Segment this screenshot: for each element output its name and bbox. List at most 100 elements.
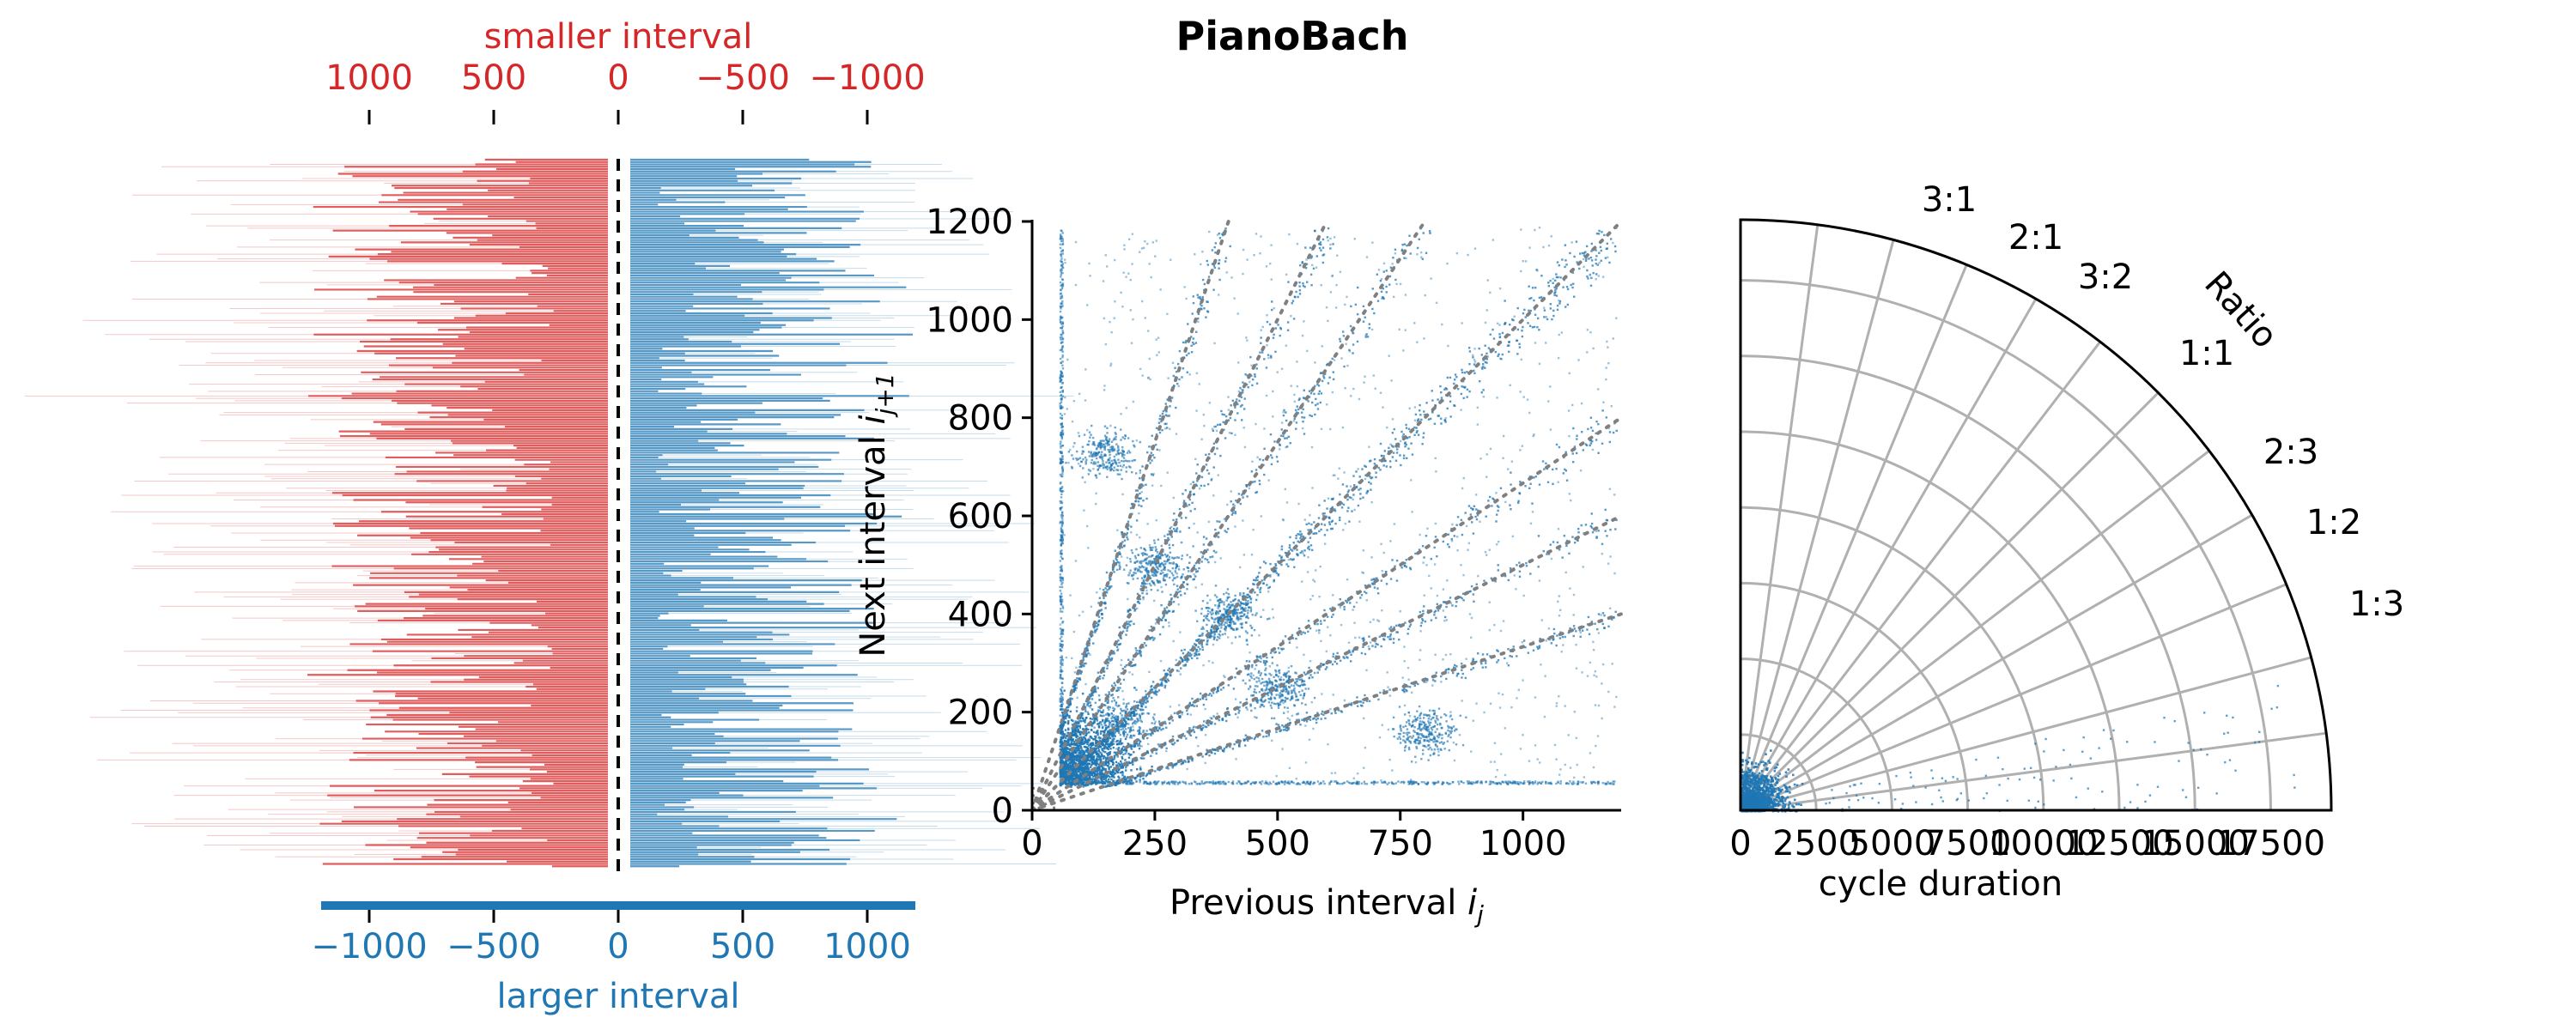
map-point	[1097, 620, 1100, 623]
map-point	[1117, 775, 1120, 779]
map-point	[1549, 307, 1552, 310]
map-point	[1364, 316, 1366, 319]
map-point	[1565, 286, 1569, 288]
map-point	[1097, 744, 1101, 748]
map-point	[1307, 547, 1309, 549]
map-point	[1109, 579, 1111, 582]
map-point	[1196, 639, 1199, 643]
map-point	[1223, 414, 1225, 416]
map-point	[1104, 694, 1108, 696]
map-point	[1373, 583, 1376, 585]
map-point	[1121, 774, 1124, 777]
map-point	[1194, 561, 1198, 565]
map-point	[1173, 712, 1176, 715]
map-point	[1088, 644, 1091, 647]
map-point	[1546, 481, 1550, 483]
map-point	[1254, 480, 1256, 483]
map-point	[1085, 731, 1089, 734]
map-point	[1115, 779, 1118, 783]
map-point	[1382, 455, 1385, 457]
map-point	[1477, 509, 1479, 512]
map-point	[1297, 295, 1299, 299]
map-point	[1189, 649, 1192, 651]
map-point	[1540, 275, 1543, 277]
map-point	[1082, 754, 1084, 756]
map-point	[1558, 445, 1561, 449]
map-point	[1551, 468, 1554, 471]
map-point	[1346, 491, 1350, 494]
map-point	[1130, 620, 1133, 623]
map-point	[1113, 732, 1115, 735]
map-point	[1062, 748, 1065, 752]
map-point	[1236, 412, 1239, 415]
map-point	[1072, 766, 1075, 769]
map-point	[1316, 408, 1320, 410]
map-point	[1121, 541, 1124, 543]
map-point	[1200, 644, 1203, 646]
map-point	[1226, 624, 1230, 627]
map-point	[1099, 751, 1102, 754]
map-point	[1312, 532, 1315, 536]
map-point	[1095, 753, 1098, 756]
map-point	[1342, 335, 1346, 337]
top-tick-label: 1000	[325, 58, 413, 98]
map-point	[1359, 493, 1362, 495]
map-point	[1127, 658, 1130, 661]
map-point	[1213, 452, 1217, 456]
map-point	[1098, 675, 1102, 678]
map-point	[1179, 667, 1182, 670]
map-point	[1481, 367, 1484, 370]
map-point	[1201, 632, 1204, 635]
map-point	[1368, 327, 1370, 330]
map-point	[1081, 728, 1084, 730]
map-point	[1144, 699, 1146, 702]
map-point	[1211, 249, 1214, 251]
map-point	[1358, 488, 1360, 491]
map-point	[1075, 758, 1078, 761]
map-point	[1157, 622, 1160, 625]
map-point	[1167, 536, 1170, 540]
map-point	[1271, 656, 1274, 659]
map-point	[1595, 232, 1599, 235]
map-point	[1097, 758, 1100, 761]
map-point	[1094, 717, 1097, 719]
map-point	[1245, 485, 1249, 488]
map-point	[1162, 616, 1164, 619]
map-point	[1155, 427, 1158, 429]
map-point	[1097, 722, 1101, 725]
map-point	[1097, 733, 1099, 736]
map-point	[1079, 745, 1083, 748]
map-point	[1352, 352, 1354, 354]
map-point	[1080, 740, 1083, 742]
map-point	[1072, 760, 1075, 764]
map-point	[1280, 548, 1284, 551]
map-point	[1154, 688, 1157, 690]
map-point	[1405, 566, 1408, 568]
map-point	[1218, 232, 1221, 235]
map-point	[1346, 510, 1349, 512]
map-point	[1521, 335, 1524, 338]
map-point	[1092, 771, 1095, 773]
map-point	[1113, 571, 1115, 573]
map-point	[1085, 777, 1089, 779]
map-point	[1255, 598, 1258, 602]
map-point	[1070, 776, 1072, 779]
map-point	[1131, 706, 1133, 709]
map-point	[1109, 766, 1113, 768]
map-point	[1113, 730, 1115, 732]
map-point	[1300, 633, 1303, 636]
map-point	[1224, 437, 1227, 439]
map-point	[1314, 413, 1316, 416]
map-point	[1084, 739, 1087, 742]
map-point	[1189, 510, 1192, 512]
map-point	[1162, 626, 1164, 628]
map-point	[1473, 372, 1476, 375]
map-point	[1060, 745, 1063, 748]
map-point	[1319, 241, 1322, 244]
map-point	[1097, 602, 1100, 604]
map-point	[1249, 596, 1251, 598]
map-point	[1599, 245, 1602, 249]
map-point	[1591, 429, 1595, 433]
map-point	[1182, 341, 1185, 344]
map-point	[1521, 330, 1523, 332]
